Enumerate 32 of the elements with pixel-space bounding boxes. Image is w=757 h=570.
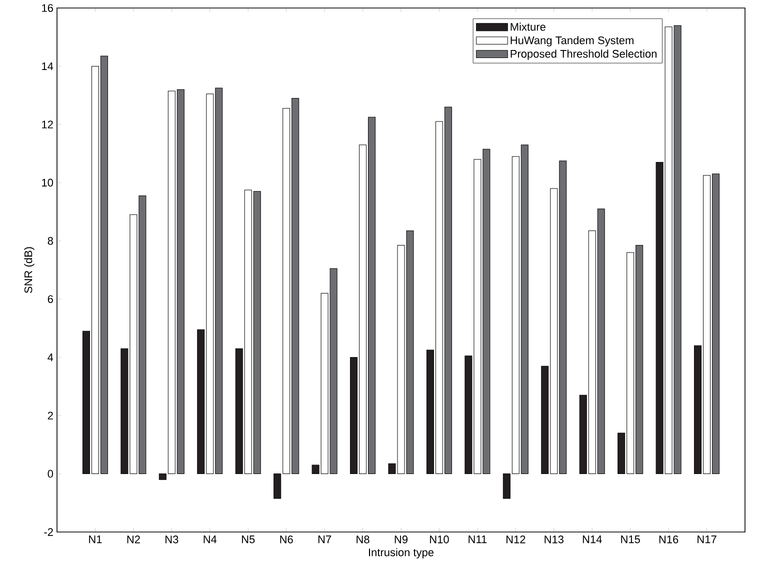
y-tick-label: 12 <box>42 120 53 128</box>
y-tick-label: 2 <box>48 412 53 420</box>
y-tick-label: 0 <box>48 470 54 478</box>
x-tick-label: N10 <box>430 536 449 544</box>
x-tick-label: N2 <box>127 536 140 544</box>
x-axis-title: Intrusion type <box>369 548 434 558</box>
x-tick-label: N11 <box>468 536 487 544</box>
x-tick-label: N1 <box>89 536 102 544</box>
x-tick-label: N5 <box>242 536 255 544</box>
legend-label: HuWang Tandem System <box>510 36 634 46</box>
x-tick-label: N3 <box>166 536 178 544</box>
x-tick-label: N12 <box>506 536 526 544</box>
x-tick-label: N15 <box>621 536 640 544</box>
y-tick-label: 8 <box>48 237 53 245</box>
y-tick-label: 6 <box>48 295 53 304</box>
legend-label: Proposed Threshold Selection <box>510 50 656 60</box>
x-tick-label: N14 <box>582 536 602 544</box>
y-tick-label: 16 <box>42 4 53 12</box>
y-tick-label: -2 <box>44 528 53 536</box>
y-axis-title: SNR (dB) <box>24 247 34 294</box>
y-tick-label: 14 <box>42 62 54 70</box>
x-tick-label: N9 <box>394 536 408 544</box>
y-tick-label: 10 <box>42 178 54 187</box>
x-tick-label: N16 <box>659 536 678 544</box>
x-tick-label: N17 <box>698 536 716 544</box>
x-tick-label: N4 <box>204 536 217 544</box>
x-tick-label: N7 <box>318 536 332 544</box>
x-tick-label: N6 <box>280 536 293 544</box>
legend-label: Mixture <box>510 22 546 31</box>
x-tick-label: N8 <box>356 536 370 544</box>
y-tick-label: 4 <box>48 354 54 362</box>
x-tick-label: N13 <box>544 536 564 544</box>
